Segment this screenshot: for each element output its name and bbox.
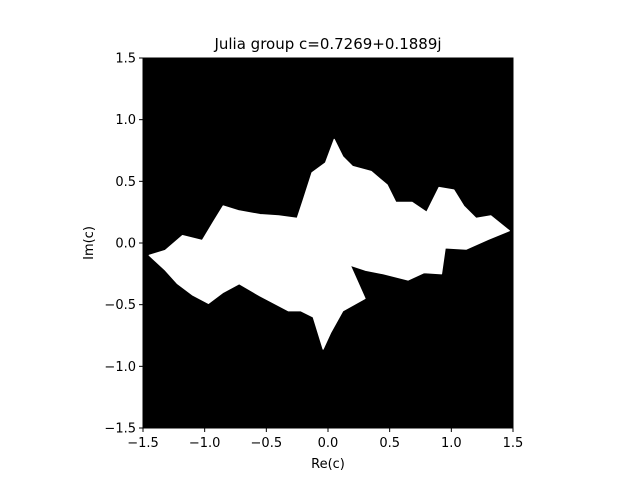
x-tick-label: −0.5 <box>251 436 283 451</box>
y-tick-label: −1.5 <box>104 422 136 437</box>
x-axis-ticks: −1.5 −1.0 −0.5 0.0 0.5 1.0 1.5 <box>127 428 523 451</box>
julia-set-region <box>148 138 510 350</box>
y-tick-label: −0.5 <box>104 298 136 313</box>
y-tick-label: 0.5 <box>115 175 136 190</box>
x-tick-label: 1.5 <box>503 436 524 451</box>
y-tick-label: 0.0 <box>115 237 136 252</box>
x-tick-label: 1.0 <box>441 436 462 451</box>
x-tick-label: −1.0 <box>189 436 221 451</box>
x-tick-label: −1.5 <box>127 436 159 451</box>
x-tick-label: 0.5 <box>379 436 400 451</box>
y-axis-label: Im(c) <box>82 226 97 260</box>
y-tick-label: 1.0 <box>115 113 136 128</box>
y-tick-label: 1.5 <box>115 52 136 67</box>
chart-title: Julia group c=0.7269+0.1889j <box>213 35 441 53</box>
x-tick-label: 0.0 <box>318 436 339 451</box>
y-tick-label: −1.0 <box>104 360 136 375</box>
x-axis-label: Re(c) <box>311 457 345 472</box>
y-axis-ticks: −1.5 −1.0 −0.5 0.0 0.5 1.0 1.5 <box>104 52 143 437</box>
